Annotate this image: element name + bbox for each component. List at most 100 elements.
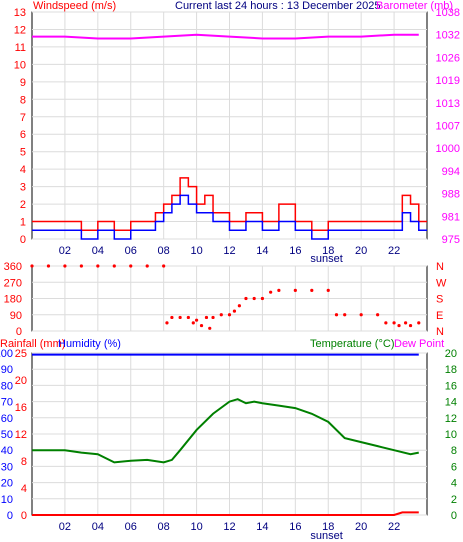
windspeed-tick-label: 8	[20, 94, 26, 106]
temperature-x-tick-label: 16	[289, 521, 301, 533]
wind-direction-point	[208, 326, 212, 330]
wind-direction-point	[310, 288, 314, 292]
windspeed-tick-label: 0	[20, 234, 26, 246]
direction-degree-label: 90	[10, 310, 22, 322]
humidity-tick-label: 70	[1, 397, 13, 409]
humidity-tick-label: 20	[1, 478, 13, 490]
sunset-annotation: sunset	[310, 253, 342, 265]
wind-direction-point	[293, 288, 297, 292]
wind-direction-point	[343, 313, 347, 317]
wind-direction-point	[359, 313, 363, 317]
rainfall-line	[32, 511, 419, 516]
wind-x-tick-label: 14	[256, 245, 268, 257]
temperature-line	[32, 398, 419, 464]
barometer-tick-label: 975	[442, 234, 460, 246]
wind-direction-point	[408, 323, 413, 328]
humidity-tick-label: 0	[7, 510, 13, 522]
temperature-tick-label: 2	[451, 494, 457, 506]
windspeed-tick-label: 4	[20, 164, 26, 176]
wind-direction-point	[392, 321, 396, 325]
temperature-tick-label: 14	[445, 397, 457, 409]
temperature-tick-label: 12	[445, 413, 457, 425]
wind-x-tick-label: 08	[158, 245, 170, 257]
temperature-x-tick-label: 06	[125, 521, 137, 533]
rainfall-tick-label: 8	[21, 456, 27, 468]
barometer-line	[32, 33, 419, 40]
wind-direction-point	[219, 313, 223, 317]
temperature-tick-label: 20	[445, 348, 457, 360]
grid-lines	[32, 11, 427, 516]
wind-direction-point	[165, 321, 169, 325]
compass-label: S	[436, 294, 443, 306]
barometer-tick-label: 988	[442, 189, 460, 201]
wind-direction-point	[397, 323, 401, 328]
temperature-tick-label: 16	[445, 380, 457, 392]
temperature-tick-label: 4	[451, 478, 457, 490]
wind-direction-point	[211, 315, 215, 320]
windspeed-line	[32, 177, 427, 232]
temperature-legend: Temperature (°C)	[310, 338, 394, 350]
wind-direction-point	[252, 296, 256, 301]
wind-x-tick-label: 16	[289, 245, 301, 257]
compass-label: E	[436, 310, 443, 322]
temperature-tick-label: 8	[451, 445, 457, 457]
wind-direction-point	[204, 315, 209, 320]
temperature-x-tick-label: 22	[388, 521, 400, 533]
windspeed-tick-label: 13	[14, 7, 26, 19]
barometer-tick-label: 981	[442, 211, 460, 223]
wind-direction-point	[326, 288, 330, 292]
windspeed-tick-label: 9	[20, 77, 26, 89]
sunset-annotation-lower: sunset	[310, 530, 342, 542]
rainfall-tick-label: 20	[15, 375, 27, 387]
wind-direction-point	[260, 296, 265, 301]
windspeed-tick-label: 7	[20, 112, 26, 124]
wind-direction-point	[199, 323, 204, 328]
compass-label: W	[436, 277, 447, 289]
wind-direction-point	[112, 264, 116, 268]
temperature-x-tick-label: 10	[190, 521, 202, 533]
direction-degree-label: 270	[4, 277, 22, 289]
wind-direction-point	[194, 318, 199, 322]
dewpoint-legend: Dew Point	[394, 338, 444, 350]
wind-direction-point	[237, 304, 241, 308]
rainfall-legend: Rainfall (mm)	[0, 338, 65, 350]
wind-direction-point	[129, 264, 133, 268]
temperature-x-tick-label: 12	[223, 521, 235, 533]
humidity-tick-label: 50	[1, 429, 13, 441]
humidity-tick-label: 60	[1, 413, 13, 425]
temperature-x-tick-label: 08	[158, 521, 170, 533]
windspeed-tick-label: 2	[20, 199, 26, 211]
barometer-tick-label: 1026	[436, 52, 460, 64]
windspeed-tick-label: 5	[20, 147, 26, 159]
rainfall-tick-label: 0	[21, 510, 27, 522]
humidity-legend: Humidity (%)	[58, 338, 121, 350]
wind-direction-point	[191, 321, 195, 325]
direction-degree-label: 180	[4, 294, 22, 306]
temperature-tick-label: 18	[445, 364, 457, 376]
direction-degree-label: 360	[4, 261, 22, 273]
wind-direction-point	[30, 264, 34, 268]
windspeed-tick-label: 10	[14, 59, 26, 71]
compass-label: N	[436, 326, 444, 338]
rainfall-tick-label: 25	[15, 348, 27, 360]
temperature-tick-label: 0	[451, 510, 457, 522]
humidity-tick-label: 80	[1, 380, 13, 392]
chart-title: Current last 24 hours : 13 December 2025	[175, 0, 380, 12]
wind-x-tick-label: 02	[59, 245, 71, 257]
wind-x-tick-label: 12	[223, 245, 235, 257]
compass-label: N	[436, 261, 444, 273]
wind-direction-point	[96, 264, 100, 268]
windspeed-tick-label: 1	[20, 217, 26, 229]
wind-x-tick-label: 06	[125, 245, 137, 257]
wind-direction-point	[417, 321, 421, 325]
temperature-x-tick-label: 14	[256, 521, 268, 533]
wind-direction-point	[170, 315, 174, 320]
barometer-tick-label: 1013	[436, 98, 460, 110]
barometer-tick-label: 1038	[436, 7, 460, 19]
wind-x-tick-label: 18	[322, 245, 334, 257]
wind-direction-point	[244, 296, 248, 301]
wind-direction-point	[79, 264, 83, 268]
direction-degree-label: 0	[16, 326, 22, 338]
wind-direction-point	[178, 315, 182, 320]
wind-direction-point	[186, 315, 190, 320]
